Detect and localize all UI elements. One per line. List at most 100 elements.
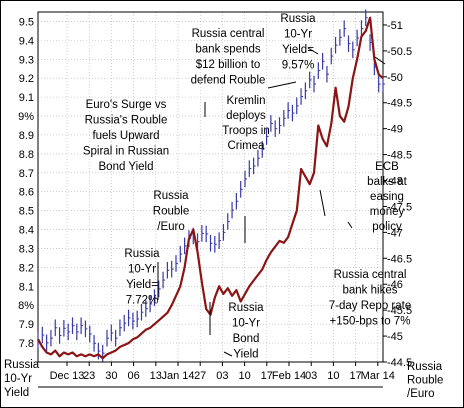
annotation-ann-yield-957: Russia bbox=[280, 13, 316, 25]
chart-title: fuels Upward bbox=[92, 130, 159, 142]
annotation-ann-yield-772: 10-Yr bbox=[128, 264, 156, 276]
x-tick-label: 30 bbox=[105, 370, 117, 382]
right-tick-label: -49 bbox=[387, 124, 403, 136]
left-tick-label: 9% bbox=[18, 111, 34, 123]
annotation-ann-kremlin: Crimea bbox=[227, 140, 265, 152]
left-axis: 7.8 7.9 8% 8.1 8.2 8.3 8.4 8.5 8.6 8.7 8.8 8.9 9% 9.1… bbox=[18, 16, 34, 350]
annotation-ann-kremlin: deploys bbox=[226, 110, 266, 122]
chart-texts: Euro's Surge vs Russia's Rouble fuels Upwa… bbox=[4, 13, 443, 400]
left-axis-title: Yield bbox=[4, 387, 29, 399]
right-tick-label: -44.5 bbox=[387, 357, 412, 369]
left-tick-label: 9.2 bbox=[19, 73, 34, 85]
left-tick-label: 8.1 bbox=[19, 281, 34, 293]
annotation-ann-kremlin: Troops in bbox=[222, 125, 270, 137]
annotation-ann-bond-label: 10-Yr bbox=[232, 318, 260, 330]
annotation-ann-ecb: balks at bbox=[367, 176, 407, 188]
left-tick-label: 8.9 bbox=[19, 130, 34, 142]
x-tick-label: Feb 14 bbox=[272, 370, 306, 382]
x-tick-label: 17 bbox=[349, 370, 361, 382]
right-tick-label: -50.5 bbox=[387, 46, 412, 58]
left-tick-label: 9.1 bbox=[19, 92, 34, 104]
x-tick-label: 03 bbox=[305, 370, 317, 382]
right-tick-label: -47 bbox=[387, 227, 403, 239]
annotation-leader bbox=[307, 47, 319, 55]
annotation-ann-kremlin: Kremlin bbox=[227, 95, 266, 107]
annotation-ann-rouble-label: Russia bbox=[153, 190, 189, 202]
left-axis-title: Russia bbox=[4, 359, 40, 371]
right-tick-label: -47.5 bbox=[387, 201, 412, 213]
right-axis-title: Russia bbox=[407, 361, 443, 373]
right-tick-label: -45 bbox=[387, 331, 403, 343]
x-tick-label: Dec 13 bbox=[50, 370, 85, 382]
right-axis-title: /Euro bbox=[407, 388, 435, 400]
right-tick-label: -49.5 bbox=[387, 98, 412, 110]
right-tick-label: -46 bbox=[387, 279, 403, 291]
left-tick-label: 8.4 bbox=[19, 225, 34, 237]
annotation-ann-cbr-spend: bank spends bbox=[195, 44, 260, 56]
x-tick-label: 23 bbox=[83, 370, 95, 382]
annotation-ann-ecb: easing bbox=[370, 191, 404, 203]
annotation-ann-cbr-spend: $12 billion to bbox=[196, 59, 261, 71]
annotation-leader bbox=[374, 56, 386, 65]
x-tick-label: 27 bbox=[194, 370, 206, 382]
right-tick-label: -51 bbox=[387, 20, 403, 32]
annotation-ann-bond-label: Bond bbox=[233, 333, 260, 345]
annotation-ann-rouble-label: Rouble bbox=[153, 206, 189, 218]
annotation-ann-rouble-label: /Euro bbox=[157, 221, 185, 233]
annotation-ann-yield-957: 9.57% bbox=[282, 60, 315, 72]
annotation-ann-yield-957: Yield= bbox=[282, 44, 314, 56]
x-tick-label: Jan 14 bbox=[161, 370, 194, 382]
annotation-leader bbox=[319, 189, 326, 217]
annotation-ann-yield-957: 10-Yr bbox=[284, 29, 312, 41]
annotation-ann-ecb: ECB bbox=[375, 161, 399, 173]
annotation-ann-cbr-spend: defend Rouble bbox=[191, 75, 266, 87]
right-tick-label: -46.5 bbox=[387, 253, 412, 265]
x-tick-label: Mar 14 bbox=[361, 370, 395, 382]
chart-title: Euro's Surge vs bbox=[86, 99, 167, 111]
annotation-ann-ecb: money bbox=[370, 206, 405, 218]
chart-title: Bond Yield bbox=[99, 161, 154, 173]
annotation-ann-yield-772: Yield= bbox=[126, 279, 158, 291]
left-tick-label: 7.9 bbox=[19, 319, 34, 331]
left-tick-label: 9.5 bbox=[19, 16, 34, 28]
right-tick-label: -50 bbox=[387, 72, 403, 84]
right-axis: -44.5 -45 -45.5 -46 -46.5 -47 -47.5 -48 -48.5 -49… bbox=[383, 20, 412, 369]
chart-title: Spiral in Russian bbox=[83, 146, 169, 158]
left-tick-label: 8.7 bbox=[19, 168, 34, 180]
left-tick-label: 9.4 bbox=[19, 35, 34, 47]
annotation-ann-cbr-hike: +150-bps to 7% bbox=[330, 316, 411, 328]
left-tick-label: 7.8 bbox=[19, 338, 34, 350]
left-tick-label: 8% bbox=[18, 300, 34, 312]
left-tick-label: 8.8 bbox=[19, 149, 34, 161]
annotation-ann-bond-label: Russia bbox=[228, 302, 264, 314]
right-axis-title: Rouble bbox=[407, 375, 443, 387]
left-axis-title: 10-Yr bbox=[4, 373, 32, 385]
right-tick-label: -45.5 bbox=[387, 305, 412, 317]
plot-area bbox=[37, 11, 384, 363]
x-tick-label: 13 bbox=[150, 370, 162, 382]
annotation-leader bbox=[223, 351, 233, 357]
left-tick-label: 8.2 bbox=[19, 262, 34, 274]
left-tick-label: 8.6 bbox=[19, 187, 34, 199]
annotation-leaders bbox=[157, 47, 386, 357]
right-tick-label: -48.5 bbox=[387, 150, 412, 162]
annotation-ann-cbr-hike: 7-day Repo rate bbox=[329, 300, 411, 312]
annotation-ann-yield-772: Russia bbox=[124, 248, 160, 260]
x-tick-label: 17 bbox=[261, 370, 273, 382]
right-tick-label: -48 bbox=[387, 176, 403, 188]
left-tick-label: 8.5 bbox=[19, 206, 34, 218]
x-tick-label: 10 bbox=[238, 370, 250, 382]
annotation-leader bbox=[267, 81, 297, 89]
annotation-ann-bond-label: Yield bbox=[233, 349, 258, 361]
annotation-ann-yield-772: 7.72% bbox=[126, 295, 159, 307]
annotation-ann-cbr-hike: Russia central bbox=[334, 269, 407, 281]
left-tick-label: 9.3 bbox=[19, 54, 34, 66]
annotation-ann-cbr-hike: bank hikes bbox=[343, 285, 398, 297]
x-tick-label: 06 bbox=[127, 370, 139, 382]
x-tick-label: 10 bbox=[327, 370, 339, 382]
left-tick-label: 8.3 bbox=[19, 243, 34, 255]
annotation-ann-cbr-spend: Russia central bbox=[192, 28, 265, 40]
